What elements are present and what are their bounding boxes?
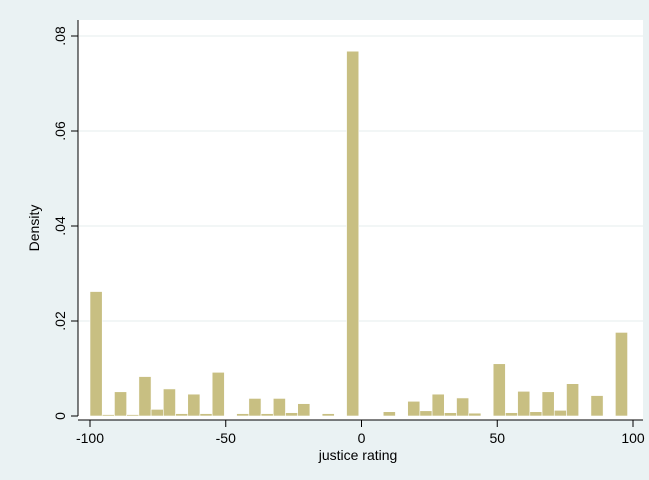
histogram-bar [272, 398, 286, 417]
histogram-bar [175, 413, 189, 417]
histogram-bar [382, 411, 396, 417]
histogram-bar [431, 393, 445, 417]
histogram-bar [407, 400, 421, 417]
histogram-bar [346, 50, 360, 417]
histogram-bar [553, 409, 567, 417]
y-tick-label: .02 [52, 311, 68, 331]
x-axis-label: justice rating [318, 447, 398, 463]
x-tick-label: 0 [358, 430, 366, 446]
gridlines [79, 35, 643, 322]
histogram-bar [297, 403, 311, 417]
histogram-bar [468, 412, 482, 417]
x-tick-label: 50 [489, 430, 505, 446]
histogram-bar [126, 414, 140, 417]
ticks: 0 .02 .04 .06 .08 -100 -50 0 50 100 [52, 26, 645, 446]
x-tick-label: 100 [621, 430, 645, 446]
y-tick-label: .06 [52, 121, 68, 141]
x-tick-label: -50 [216, 430, 236, 446]
histogram-bar [114, 391, 127, 417]
histogram-bar [456, 397, 470, 417]
plot-area [78, 20, 643, 420]
histogram-bar [505, 412, 518, 417]
histogram-bar [541, 391, 555, 417]
histogram-bar [199, 413, 213, 417]
histogram-bar [236, 413, 250, 417]
histogram-bar [163, 388, 176, 417]
histogram-bar [517, 390, 531, 417]
y-tick-label: .04 [52, 216, 68, 236]
histogram-bar [248, 398, 262, 417]
histogram-bar [419, 410, 433, 417]
histogram-bar [260, 413, 274, 417]
histogram-bar [529, 411, 543, 417]
y-tick-label: 0 [52, 412, 68, 420]
histogram-bar [566, 383, 579, 417]
x-tick-label: -100 [76, 430, 104, 446]
histogram-bar [590, 395, 604, 417]
histogram-bar [321, 413, 335, 417]
histogram-bar [138, 376, 152, 417]
histogram-bar [150, 409, 164, 417]
axes [77, 20, 643, 421]
histogram-bar [187, 393, 201, 417]
histogram-bar [444, 412, 457, 417]
histogram-bar [492, 363, 506, 417]
y-tick-label: .08 [52, 26, 68, 46]
histogram-bar [89, 291, 103, 417]
y-axis-label: Density [26, 205, 42, 252]
histogram-bar [615, 332, 628, 417]
histogram-bar [285, 412, 298, 417]
bars [89, 50, 628, 417]
histogram-bar [211, 371, 225, 417]
histogram-bar [101, 414, 115, 417]
